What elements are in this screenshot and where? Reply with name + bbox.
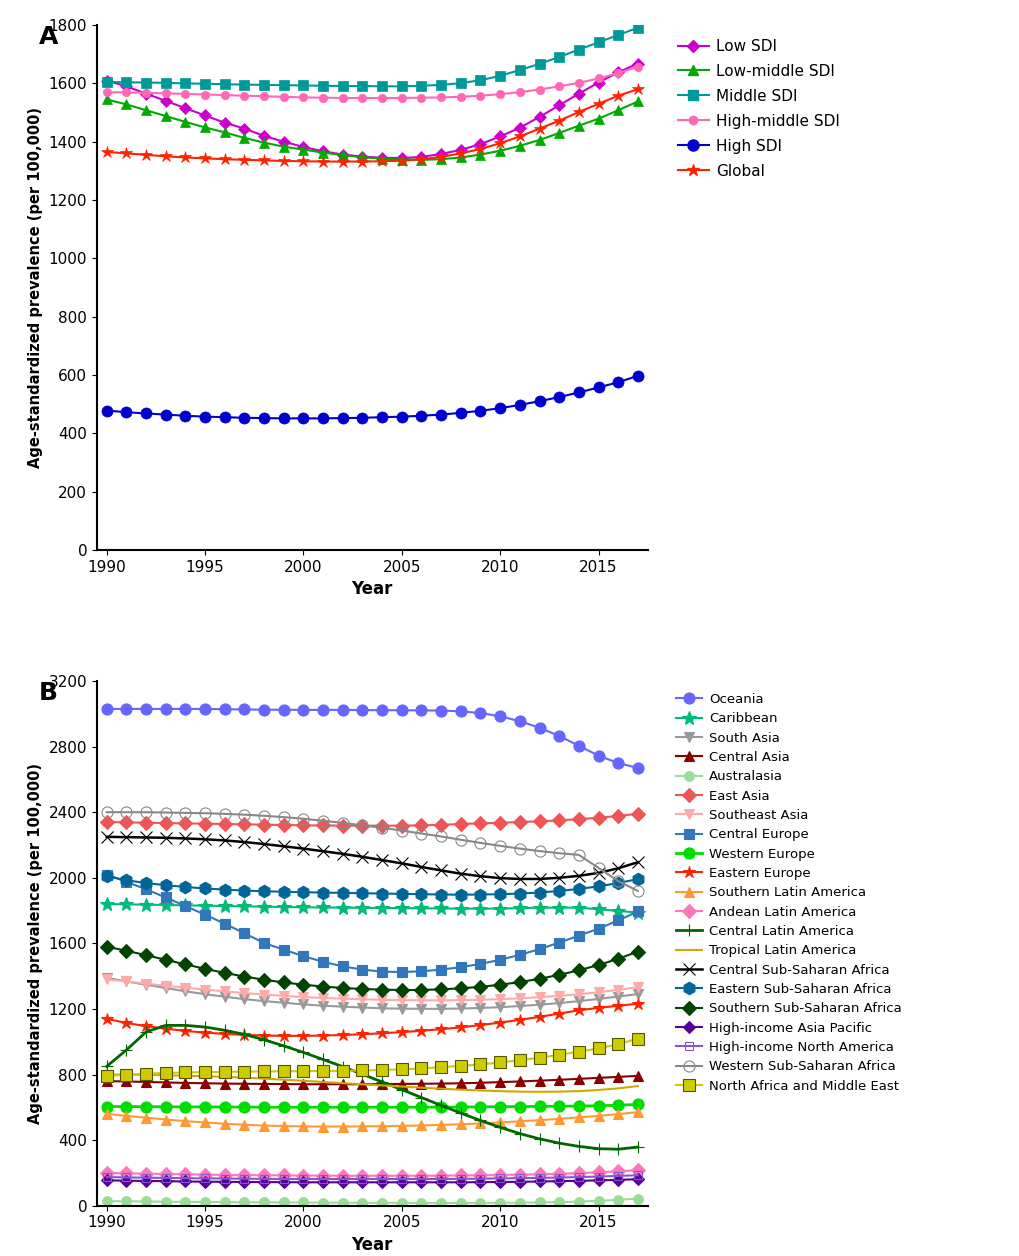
Legend: Oceania, Caribbean, South Asia, Central Asia, Australasia, East Asia, Southeast : Oceania, Caribbean, South Asia, Central … <box>671 687 906 1098</box>
X-axis label: Year: Year <box>352 1236 392 1253</box>
Y-axis label: Age-standardized prevalence (per 100,000): Age-standardized prevalence (per 100,000… <box>28 107 43 468</box>
X-axis label: Year: Year <box>352 580 392 598</box>
Legend: Low SDI, Low-middle SDI, Middle SDI, High-middle SDI, High SDI, Global: Low SDI, Low-middle SDI, Middle SDI, Hig… <box>672 33 846 185</box>
Y-axis label: Age-standardized prevalence (per 100,000): Age-standardized prevalence (per 100,000… <box>28 762 43 1124</box>
Text: B: B <box>39 681 58 705</box>
Text: A: A <box>39 25 58 49</box>
